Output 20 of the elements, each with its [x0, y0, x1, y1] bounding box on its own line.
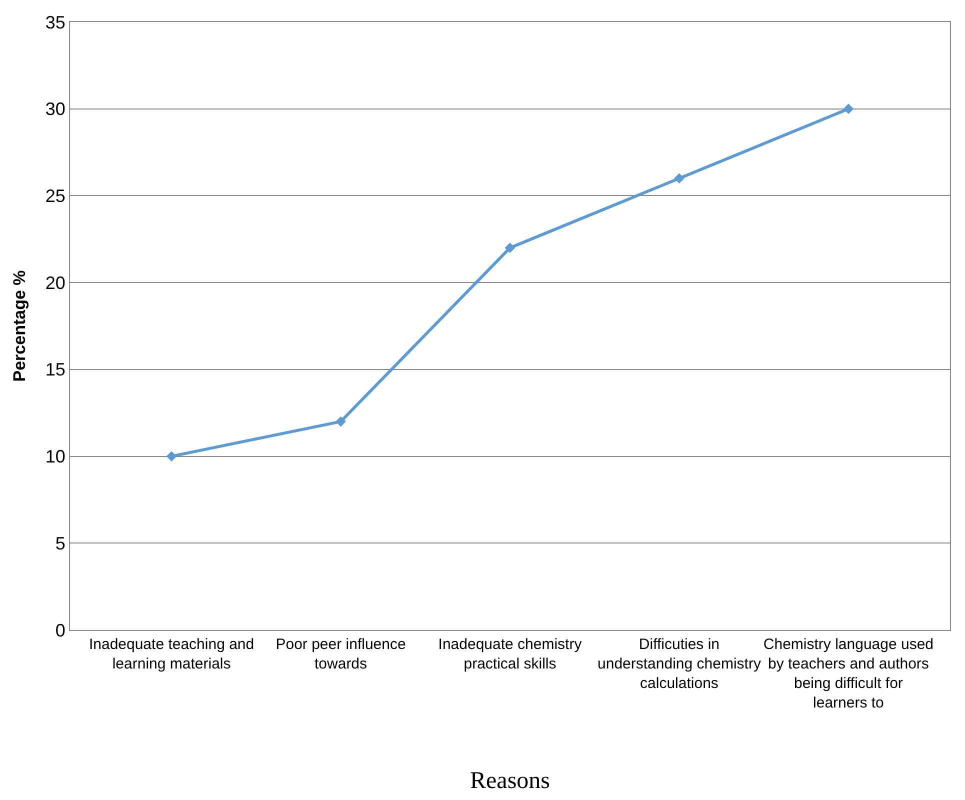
- point: [336, 416, 346, 427]
- y-axis-title: Percentage %: [10, 270, 29, 382]
- y-tick-label: 10: [45, 446, 66, 467]
- x-tick-label: Difficuties in understanding chemistry calculations: [598, 636, 762, 692]
- y-tick-label: 0: [55, 620, 66, 640]
- x-tick-label: Poor peer influence towards: [276, 636, 406, 672]
- y-tick-label: 25: [45, 186, 66, 206]
- x-axis-title: Reasons: [470, 768, 550, 794]
- x-tick-label: Chemistry language used by teachers and authors being difficult for learners to: [763, 636, 934, 712]
- point: [166, 451, 177, 462]
- point: [843, 104, 854, 114]
- y-tick-label: 20: [45, 272, 66, 293]
- point: [674, 173, 684, 184]
- y-tick-label: 35: [45, 12, 66, 32]
- y-tick-label: 15: [45, 360, 66, 380]
- x-tick-label: Inadequate teaching and learning materials: [88, 636, 254, 672]
- y-tick-label: 5: [55, 533, 66, 554]
- y-tick-label: 30: [45, 99, 66, 120]
- x-tick-label: Inadequate chemistry practical skills: [438, 636, 582, 672]
- point: [504, 242, 516, 254]
